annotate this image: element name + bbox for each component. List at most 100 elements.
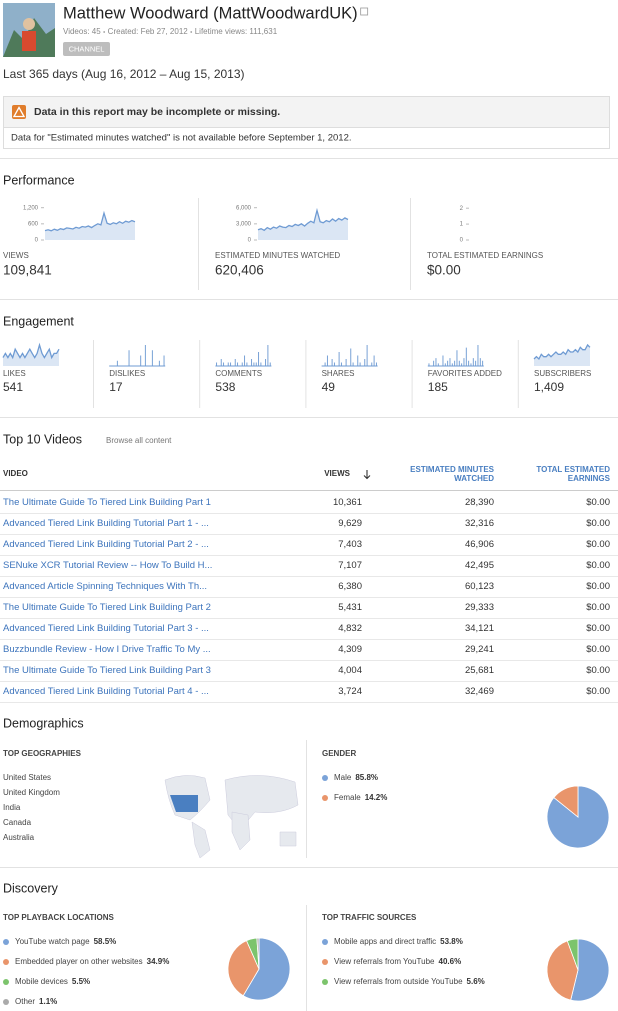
bar: [366, 345, 368, 366]
traffic: Mobile apps and direct traffic 53.8% View …: [322, 937, 610, 1002]
y-tick-label: 1,200: [23, 205, 39, 211]
bar: [437, 363, 439, 366]
warning-message: Data for "Estimated minutes watched" is …: [11, 133, 352, 144]
bar: [447, 360, 449, 366]
bar: [373, 355, 375, 366]
table-cell: 32,469: [465, 686, 494, 697]
channel-name[interactable]: Matthew Woodward (MattWoodwardUK): [63, 4, 358, 22]
bar: [475, 360, 477, 366]
column-header: WATCHED: [454, 474, 494, 483]
table-cell: 32,316: [465, 518, 494, 529]
section-title: Discovery: [3, 881, 59, 895]
legend-label: Other: [15, 997, 35, 1006]
warning-header: [4, 97, 609, 127]
bar: [456, 350, 458, 366]
video-link[interactable]: Advanced Article Spinning Techniques Wit…: [3, 581, 207, 592]
bar: [352, 362, 354, 366]
legend-value: 34.9%: [147, 957, 170, 966]
metric-label: VIEWS: [3, 251, 29, 260]
metric-label: TOTAL ESTIMATED EARNINGS: [427, 251, 543, 260]
table-cell: 4,832: [338, 623, 362, 634]
metric-value: 538: [215, 380, 235, 394]
world-map: [164, 775, 299, 859]
bar: [338, 352, 340, 366]
column-header: VIEWS: [324, 469, 350, 478]
country: Australia: [3, 833, 35, 842]
bar: [340, 362, 342, 366]
legend-label: Mobile devices: [15, 977, 68, 986]
column-header: ESTIMATED MINUTES: [410, 465, 495, 474]
bar: [454, 360, 456, 366]
bar: [260, 362, 262, 366]
bar: [241, 362, 243, 366]
table-cell: $0.00: [586, 497, 610, 508]
video-link[interactable]: SENuke XCR Tutorial Review -- How To Bui…: [3, 560, 212, 571]
metric-label: SHARES: [322, 369, 355, 378]
warning-icon: [12, 106, 26, 118]
table-cell: 4,004: [338, 665, 362, 676]
table-cell: 10,361: [333, 497, 362, 508]
metric-value: 620,406: [215, 263, 264, 278]
table-cell: 6,380: [338, 581, 362, 592]
bar: [433, 360, 435, 366]
bar: [151, 350, 153, 366]
area: [45, 213, 135, 240]
bar: [269, 362, 271, 366]
bar: [470, 363, 472, 366]
bar: [253, 362, 255, 366]
table-cell: 34,121: [465, 623, 494, 634]
legend-label: YouTube watch page: [15, 937, 90, 946]
metric-value: 17: [109, 380, 123, 394]
sort-arrow[interactable]: [363, 470, 371, 480]
video-link[interactable]: The Ultimate Guide To Tiered Link Buildi…: [3, 497, 211, 508]
video-link[interactable]: Advanced Tiered Link Building Tutorial P…: [3, 623, 209, 634]
bar: [477, 345, 479, 366]
video-link[interactable]: The Ultimate Guide To Tiered Link Buildi…: [3, 665, 211, 676]
video-link[interactable]: The Ultimate Guide To Tiered Link Buildi…: [3, 602, 211, 613]
bar: [468, 360, 470, 366]
legend-value: 85.8%: [355, 773, 378, 782]
metric-value: 109,841: [3, 263, 52, 278]
y-tick-label: 0: [35, 238, 39, 244]
area: [3, 345, 59, 366]
bar: [116, 360, 118, 366]
bar: [140, 355, 142, 366]
table-cell: $0.00: [586, 518, 610, 529]
bar: [234, 359, 236, 366]
browse-link[interactable]: Browse all content: [106, 436, 172, 445]
table-cell: 46,906: [465, 539, 494, 550]
bar: [333, 362, 335, 366]
section-title: Top 10 Videos: [3, 432, 82, 446]
bar: [244, 355, 246, 366]
bar: [364, 359, 366, 366]
video-link[interactable]: Advanced Tiered Link Building Tutorial P…: [3, 686, 209, 697]
y-tick-label: 0: [460, 238, 464, 244]
badge-text: CHANNEL: [69, 44, 105, 53]
legend-value: 1.1%: [39, 997, 57, 1006]
metric-label: FAVORITES ADDED: [428, 369, 502, 378]
video-link[interactable]: Buzzbundle Review - How I Drive Traffic …: [3, 644, 211, 655]
bar: [128, 350, 130, 366]
bar: [163, 355, 165, 366]
legend-dot: [322, 979, 328, 985]
section-title: Engagement: [3, 314, 74, 328]
bar: [375, 362, 377, 366]
bar: [371, 362, 373, 366]
pie-slice: [553, 785, 579, 818]
y-tick-label: 6,000: [236, 205, 252, 211]
bar: [435, 358, 437, 366]
country: United States: [3, 773, 51, 782]
bar: [326, 355, 328, 366]
meta-item: Videos: 45: [63, 27, 101, 36]
table-cell: 25,681: [465, 665, 494, 676]
metric-value: 541: [3, 380, 23, 394]
bar: [258, 352, 260, 366]
column-header: TOTAL ESTIMATED: [536, 465, 610, 474]
table-cell: $0.00: [586, 623, 610, 634]
table-cell: 5,431: [338, 602, 362, 613]
video-link[interactable]: Advanced Tiered Link Building Tutorial P…: [3, 539, 209, 550]
legend-dot: [322, 795, 328, 801]
video-link[interactable]: Advanced Tiered Link Building Tutorial P…: [3, 518, 209, 529]
